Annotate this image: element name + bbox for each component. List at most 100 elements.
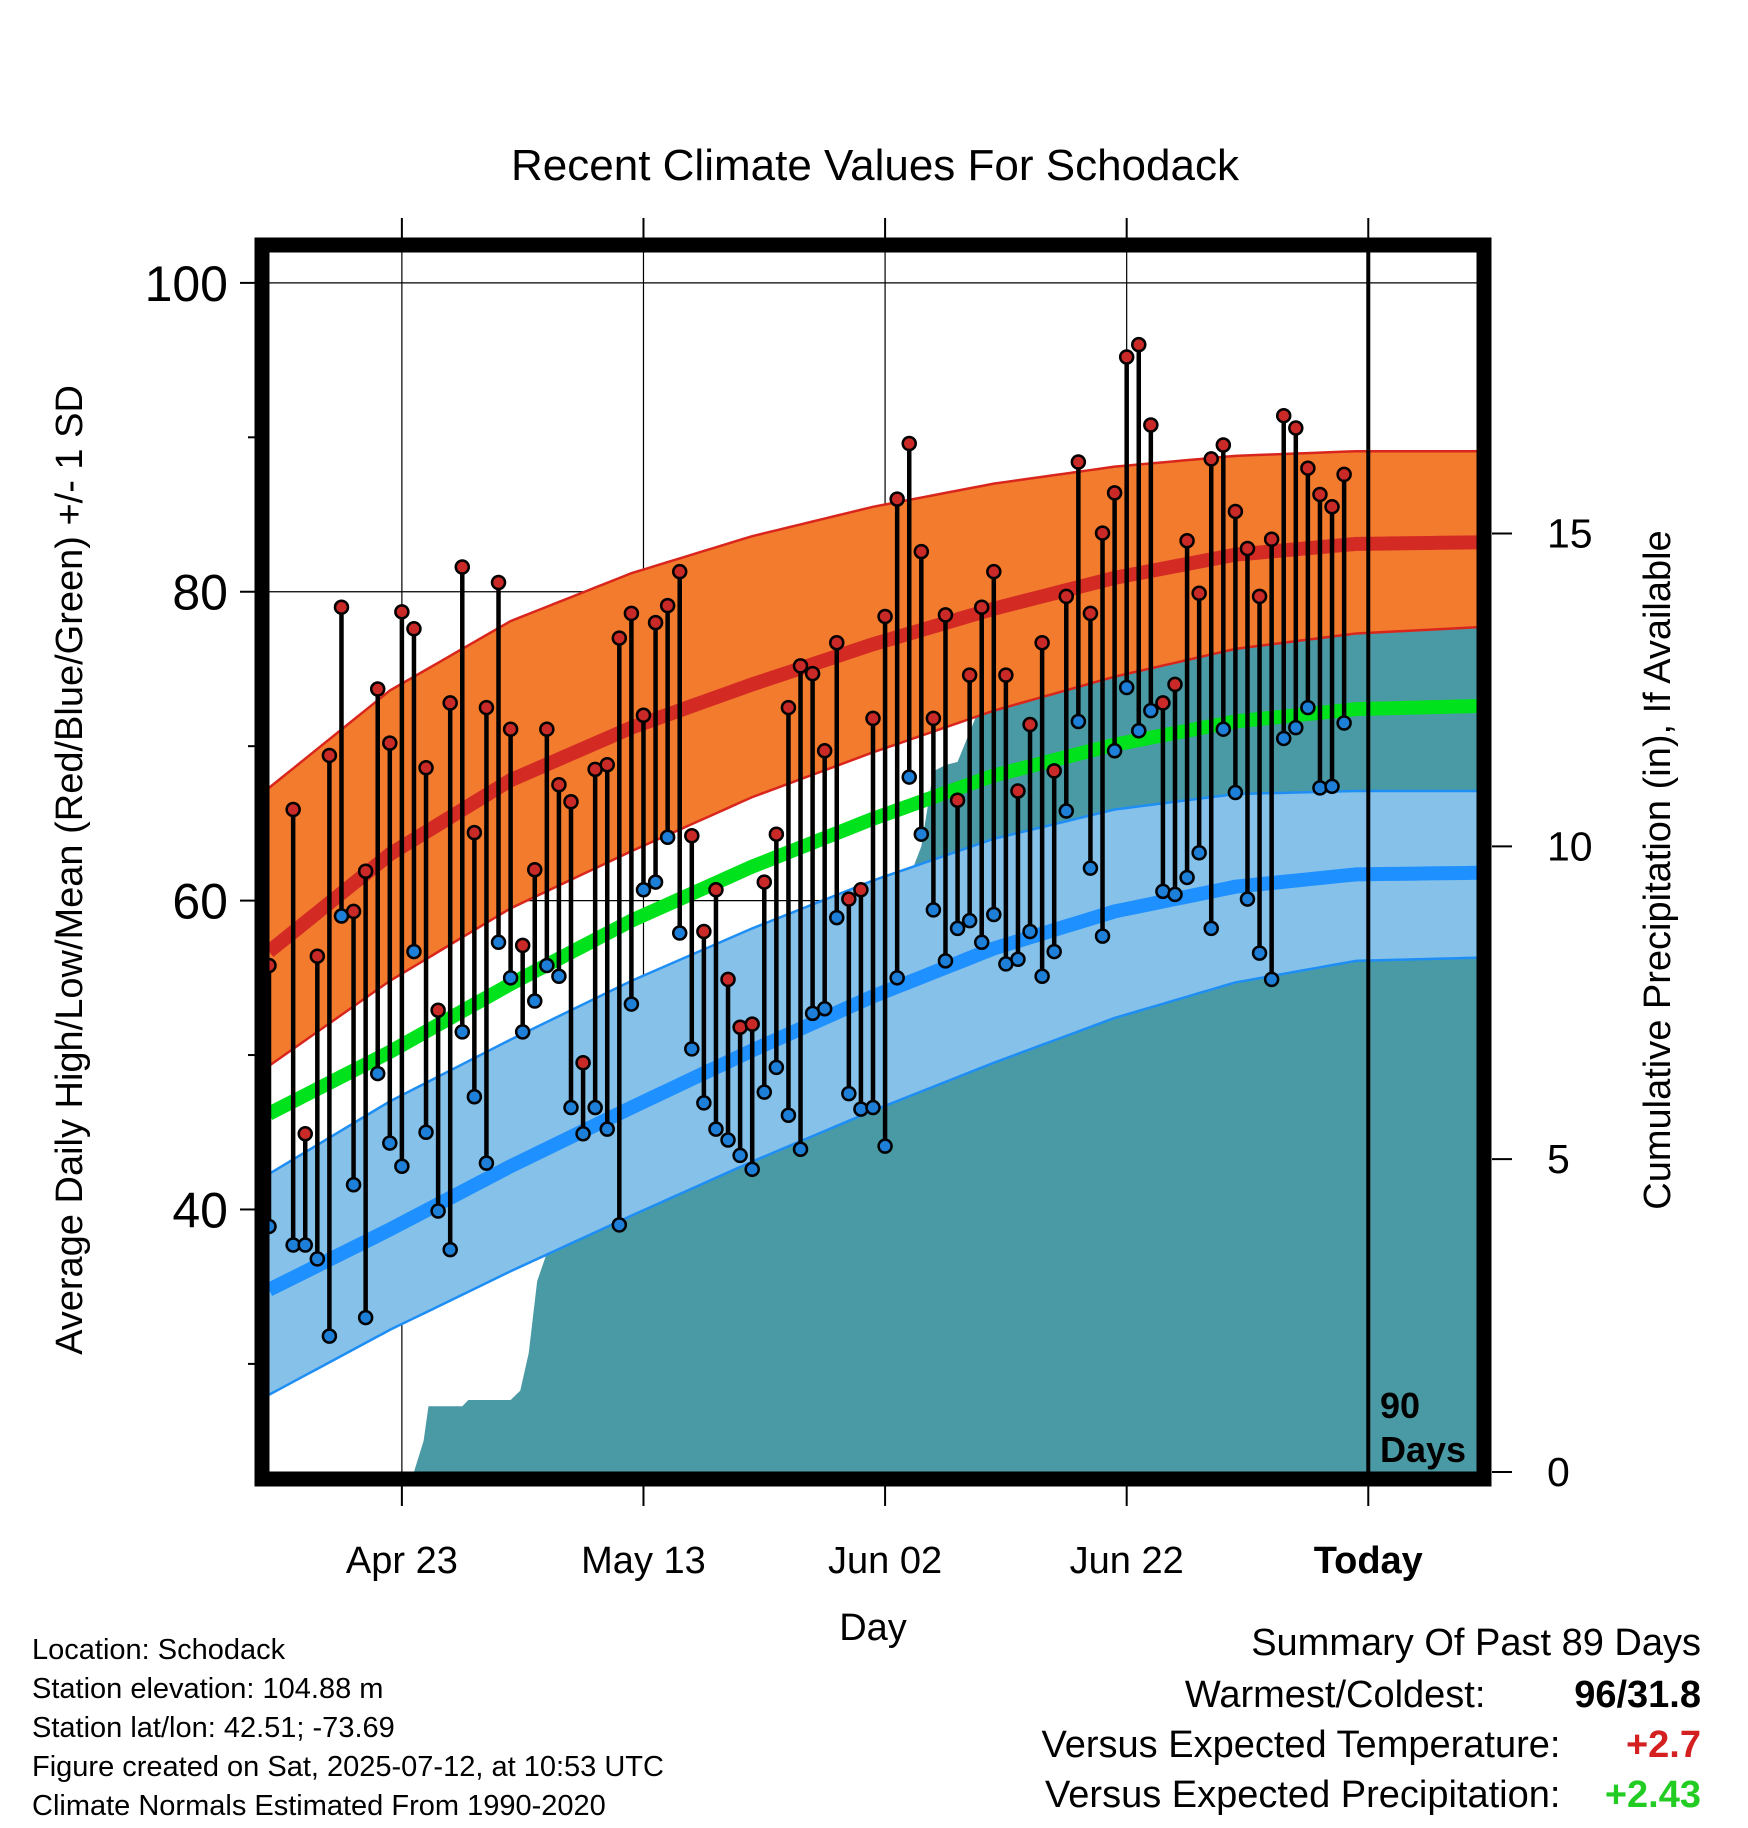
y-tick-label: 40 xyxy=(172,1182,228,1238)
daily-high-point xyxy=(973,599,990,615)
daily-high-point xyxy=(671,563,688,580)
daily-high-point xyxy=(1239,540,1256,557)
daily-high-point xyxy=(514,937,531,954)
daily-high-point xyxy=(1300,460,1316,476)
summary-precip: Versus Expected Precipitation: +2.43 xyxy=(1045,1774,1701,1817)
daily-low-point xyxy=(502,970,519,986)
daily-high-point xyxy=(756,874,773,890)
daily-low-point xyxy=(865,1099,881,1116)
daily-low-point xyxy=(816,1000,833,1017)
daily-high-point xyxy=(696,923,712,940)
daily-low-point xyxy=(841,1085,857,1102)
daily-low-point xyxy=(321,1328,338,1344)
daily-high-point xyxy=(539,721,555,737)
daily-low-point xyxy=(382,1135,398,1151)
summary-warm-cold: Warmest/Coldest: 96/31.8 xyxy=(1185,1674,1701,1717)
daily-high-point xyxy=(623,605,640,622)
daily-low-point xyxy=(1288,719,1304,736)
daily-high-point xyxy=(527,861,543,878)
daily-low-point xyxy=(732,1147,748,1164)
daily-high-point xyxy=(418,760,434,776)
daily-low-point xyxy=(539,957,555,974)
daily-high-point xyxy=(1070,454,1087,470)
summary-title: Summary Of Past 89 Days xyxy=(1251,1622,1701,1664)
footer-location: Location: Schodack xyxy=(32,1634,286,1666)
y2-tick-label: 0 xyxy=(1547,1449,1570,1495)
today-days-label-line1: 90 xyxy=(1380,1385,1420,1426)
daily-low-point xyxy=(611,1217,628,1233)
daily-high-point xyxy=(792,658,809,674)
daily-low-point xyxy=(297,1237,313,1253)
daily-low-point xyxy=(696,1095,712,1111)
daily-low-point xyxy=(623,996,640,1012)
daily-low-point xyxy=(792,1141,809,1157)
daily-high-point xyxy=(780,699,797,716)
daily-high-point xyxy=(406,621,422,637)
daily-high-point xyxy=(865,710,881,727)
daily-low-point xyxy=(1143,702,1159,719)
summary-slash: / xyxy=(1616,1674,1628,1716)
daily-low-point xyxy=(829,909,845,926)
daily-low-point xyxy=(1167,886,1183,903)
high-sd-band xyxy=(269,451,1477,1066)
daily-low-point xyxy=(708,1121,724,1137)
daily-low-point xyxy=(406,943,422,960)
y2-tick-label: 15 xyxy=(1547,511,1593,557)
daily-low-point xyxy=(587,1099,603,1116)
daily-low-point xyxy=(599,1121,615,1137)
daily-high-point xyxy=(321,747,338,764)
footer-latlon: Station lat/lon: 42.51; -73.69 xyxy=(32,1712,395,1744)
daily-low-point xyxy=(1131,722,1147,739)
x-tick-label: Jun 22 xyxy=(1070,1540,1184,1582)
daily-low-point xyxy=(357,1309,374,1326)
daily-high-point xyxy=(611,630,628,646)
y-tick-label: 60 xyxy=(172,874,228,930)
daily-high-point xyxy=(1215,437,1232,453)
daily-low-point xyxy=(345,1177,362,1193)
daily-high-point xyxy=(1324,499,1340,515)
daily-low-point xyxy=(575,1126,591,1142)
daily-low-point xyxy=(1094,928,1111,944)
y-axis-label: Average Daily High/Low/Mean (Red/Blue/Gr… xyxy=(49,385,91,1355)
daily-high-point xyxy=(635,707,652,724)
plot-frame xyxy=(254,237,1492,1487)
daily-low-point xyxy=(986,906,1002,923)
summary-warm-cold-label: Warmest/Coldest: xyxy=(1184,1674,1486,1716)
daily-high-point xyxy=(841,891,857,907)
axes: Apr 23 May 13 Jun 02 Jun 22 Today 40 60 80 100 0 5… xyxy=(145,218,1593,1582)
daily-high-point xyxy=(1191,585,1207,602)
daily-low-point xyxy=(1239,891,1256,907)
daily-high-point xyxy=(1312,486,1328,503)
daily-high-point xyxy=(744,1016,760,1032)
daily-low-point xyxy=(1251,945,1268,961)
daily-high-point xyxy=(309,948,326,964)
summary-cold-value: 31.8 xyxy=(1627,1674,1701,1716)
daily-low-point xyxy=(466,1088,483,1105)
daily-low-point xyxy=(418,1124,434,1141)
daily-high-point xyxy=(490,574,507,591)
x-tick-label: Apr 23 xyxy=(346,1540,458,1582)
daily-low-point xyxy=(973,934,990,951)
daily-high-point xyxy=(647,614,664,631)
daily-low-point xyxy=(647,874,664,890)
daily-low-point xyxy=(514,1024,531,1040)
daily-high-point xyxy=(369,681,386,697)
daily-low-point xyxy=(1203,920,1219,937)
daily-high-point xyxy=(1010,783,1026,799)
daily-high-point xyxy=(708,882,724,898)
x-axis-label: Day xyxy=(839,1607,907,1649)
daily-low-point xyxy=(1324,778,1340,795)
daily-high-point xyxy=(816,743,833,759)
daily-high-point xyxy=(345,903,362,920)
x-tick-label: Today xyxy=(1314,1540,1423,1582)
daily-high-point xyxy=(1058,588,1075,605)
daily-high-point xyxy=(829,634,845,651)
daily-high-point xyxy=(1106,485,1123,501)
daily-high-point xyxy=(853,882,869,898)
daily-low-point xyxy=(1227,784,1244,801)
daily-high-point xyxy=(1263,531,1280,547)
daily-high-point xyxy=(1203,451,1219,467)
daily-low-point xyxy=(1275,730,1292,747)
daily-low-point xyxy=(1010,951,1026,968)
high-upper-edge xyxy=(268,449,1477,789)
